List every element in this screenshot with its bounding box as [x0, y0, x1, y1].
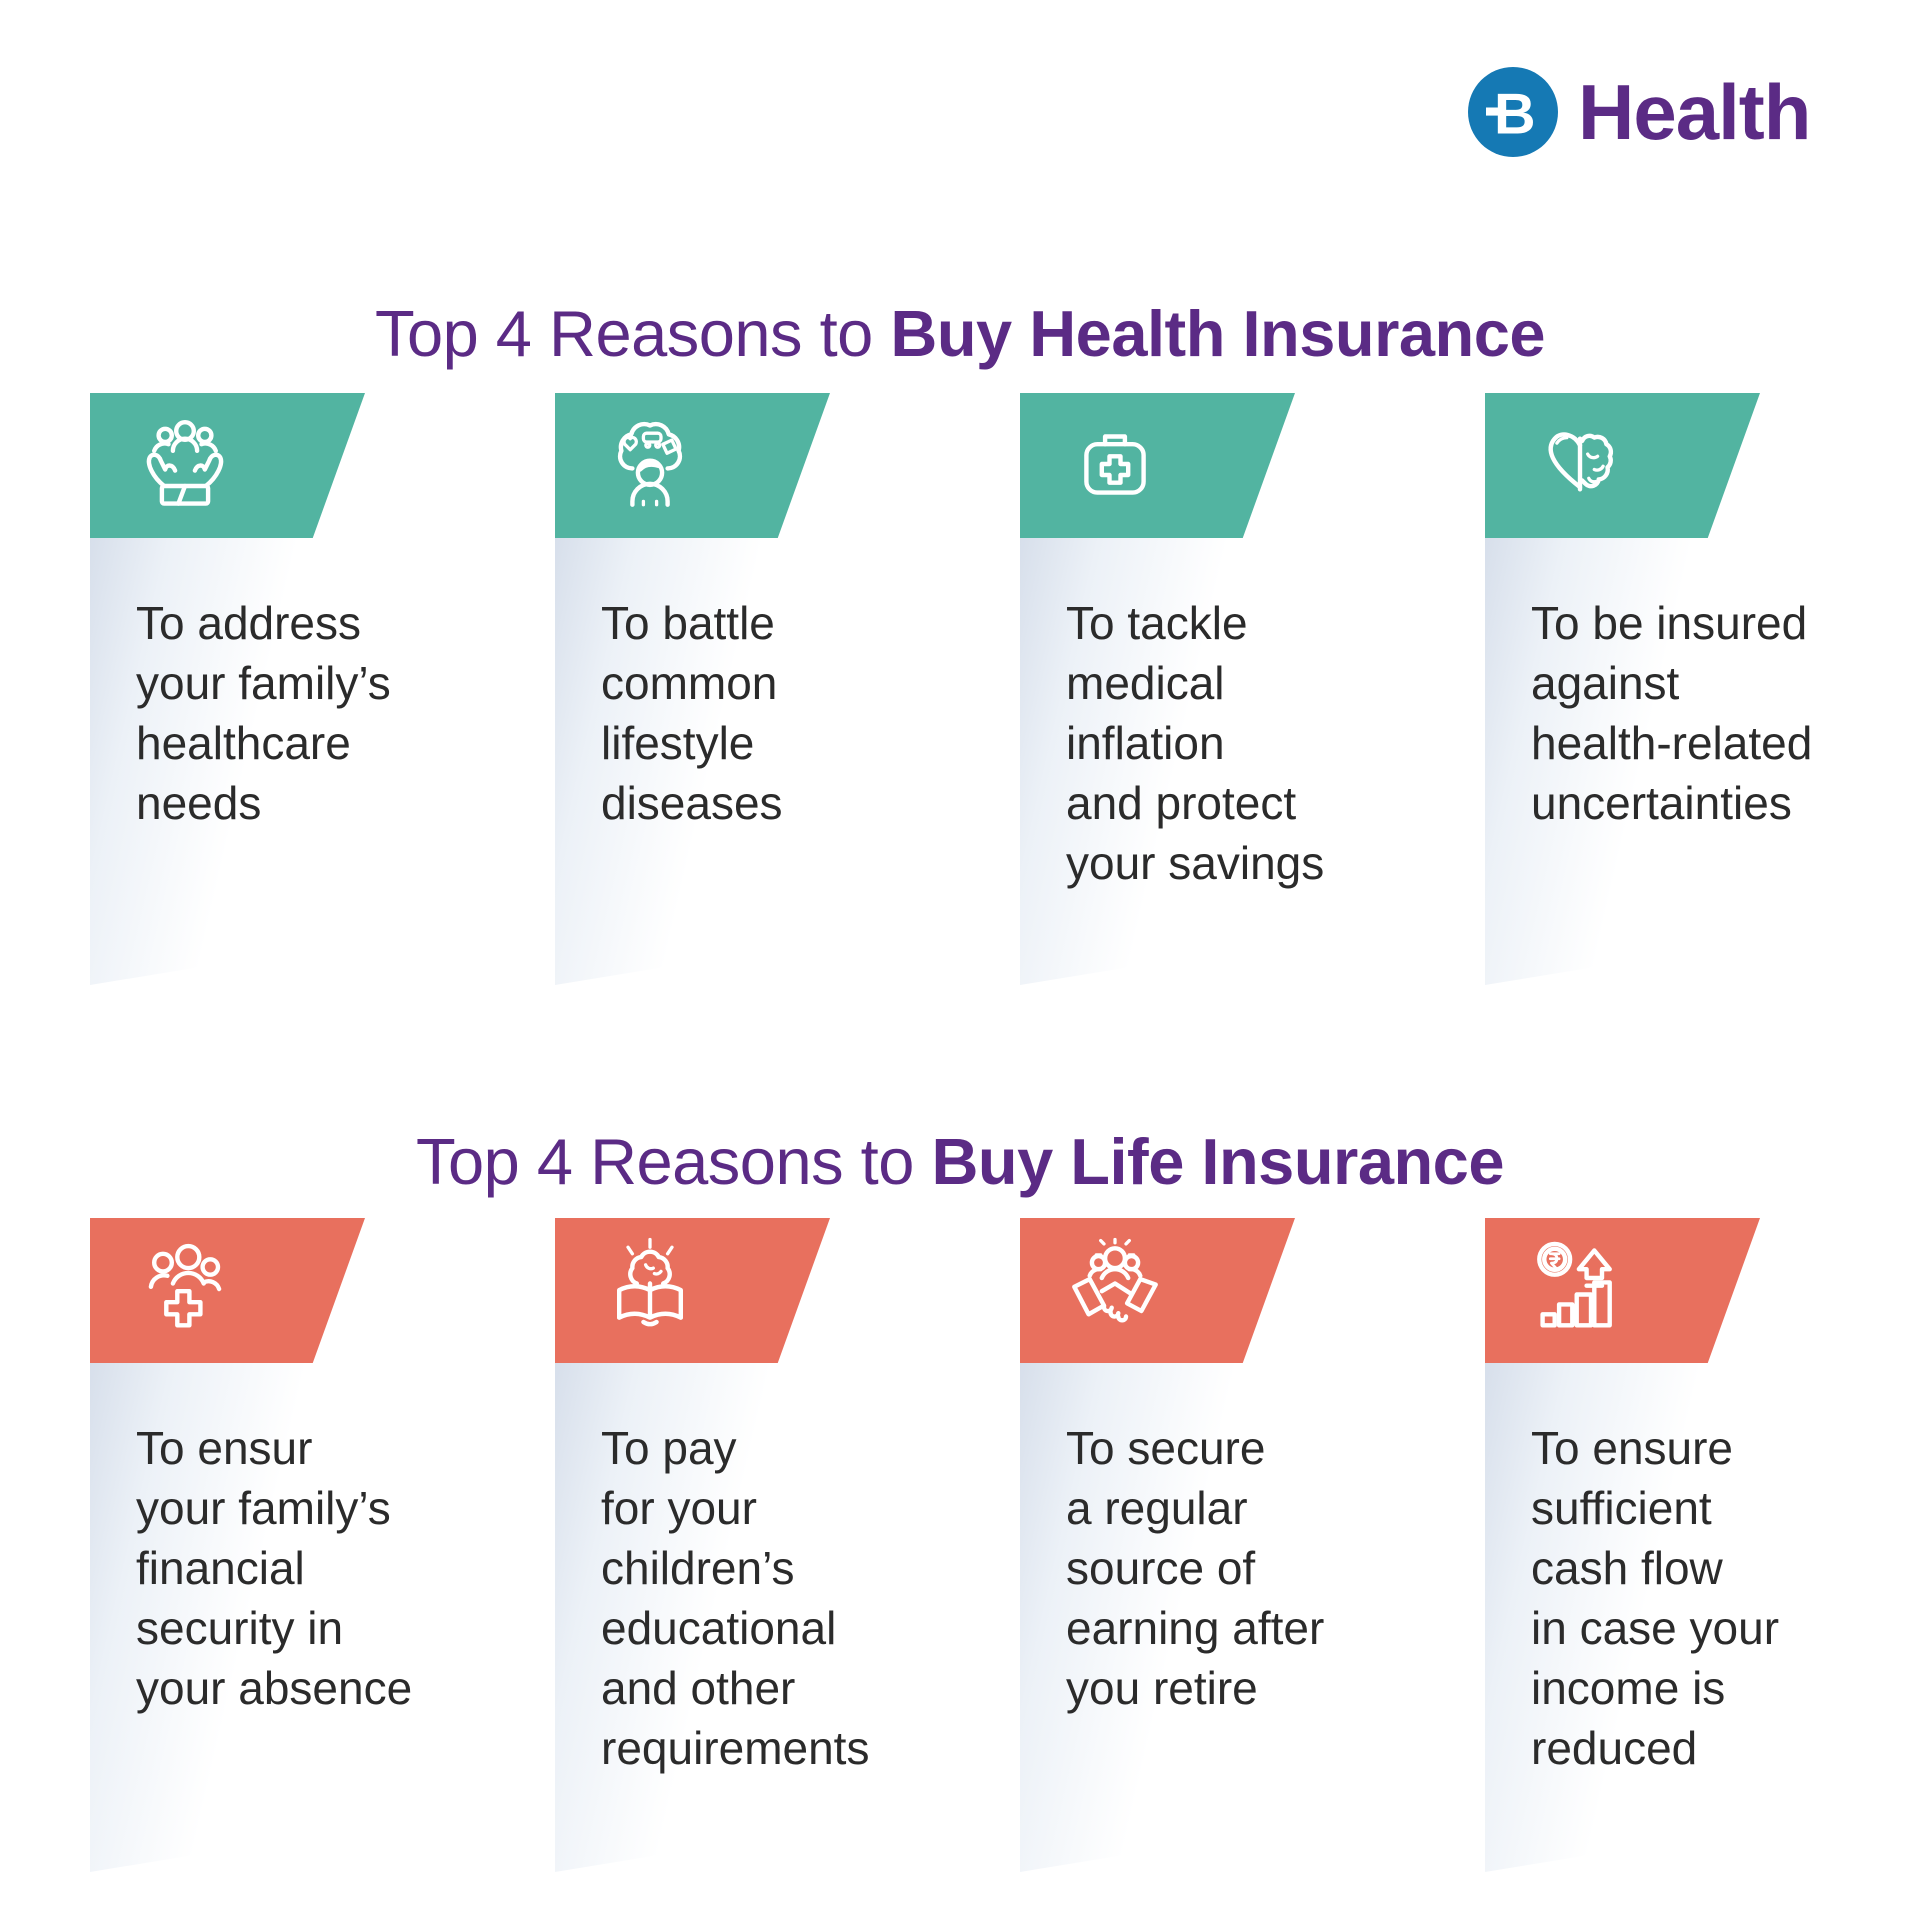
reason-text: To address your family’s healthcare need… — [136, 597, 391, 829]
column-icon-box — [130, 1234, 240, 1344]
column-header — [1020, 1218, 1295, 1363]
brand-logo: B Health — [1468, 66, 1811, 158]
reason-text: To ensur your family’s financial securit… — [136, 1422, 413, 1714]
reason-text: To tackle medical inflation and protect … — [1066, 597, 1325, 889]
column-panel — [1020, 1363, 1277, 1872]
first-aid-kit-icon — [1084, 434, 1146, 495]
title-bold-part: Buy Health Insurance — [890, 296, 1546, 370]
heart-brain-icon — [1548, 432, 1614, 492]
column-panel — [90, 538, 347, 985]
reason-column: To address your family’s healthcare need… — [90, 393, 391, 985]
column-icon-box — [130, 409, 240, 519]
column-icon-box — [1525, 1234, 1635, 1344]
column-icon-box — [1525, 409, 1635, 519]
column-icon-box — [595, 409, 705, 519]
brand-name: Health — [1578, 67, 1811, 156]
column-panel — [90, 1363, 347, 1872]
family-health-cross-icon — [148, 1243, 222, 1328]
lifestyle-diseases-icon — [617, 421, 683, 507]
reason-text: To pay for your children’s educational a… — [601, 1422, 870, 1774]
column-panel — [1020, 538, 1277, 985]
health-reasons-row: To address your family’s healthcare need… — [90, 393, 1812, 985]
column-header — [1485, 393, 1760, 538]
column-header — [555, 393, 830, 538]
column-panel — [1485, 538, 1742, 985]
reason-text: To be insured against health-related unc… — [1531, 597, 1813, 829]
column-header — [1020, 393, 1295, 538]
reason-column: To ensure sufficient cash flow in case y… — [1485, 1218, 1779, 1872]
title-bold-part: Buy Life Insurance — [931, 1124, 1504, 1198]
brand-letter: B — [1494, 83, 1536, 147]
life-section-title: Top 4 Reasons to Buy Life Insurance — [0, 1120, 1920, 1204]
column-header — [90, 393, 365, 538]
column-icon-box — [1060, 1234, 1170, 1344]
reason-column: To ensur your family’s financial securit… — [90, 1218, 412, 1872]
column-panel — [1485, 1363, 1742, 1872]
reason-column: To be insured against health-related unc… — [1485, 393, 1812, 985]
hands-holding-family-icon — [146, 420, 224, 506]
income-growth-icon — [1537, 1241, 1612, 1328]
column-header — [90, 1218, 365, 1363]
title-regular-part: Top 4 Reasons to — [416, 1124, 932, 1198]
column-header — [555, 1218, 830, 1363]
reason-column: To tackle medical inflation and protect … — [1020, 393, 1324, 985]
column-header — [1485, 1218, 1760, 1363]
brand-mark-icon: B — [1468, 67, 1558, 157]
retirement-handshake-icon — [1072, 1237, 1158, 1323]
education-book-brain-icon — [617, 1237, 683, 1327]
reason-column: To battle common lifestyle diseases — [555, 393, 830, 985]
reason-text: To secure a regular source of earning af… — [1066, 1422, 1325, 1714]
title-regular-part: Top 4 Reasons to — [374, 296, 891, 370]
column-icon-box — [1060, 409, 1170, 519]
health-section-title: Top 4 Reasons to Buy Health Insurance — [0, 292, 1920, 376]
life-reasons-row: To ensur your family’s financial securit… — [90, 1218, 1779, 1872]
column-panel — [555, 538, 812, 985]
reason-column: To secure a regular source of earning af… — [1020, 1218, 1324, 1872]
column-panel — [555, 1363, 812, 1872]
reason-text: To battle common lifestyle diseases — [601, 597, 783, 829]
reason-text: To ensure sufficient cash flow in case y… — [1531, 1422, 1780, 1774]
column-icon-box — [595, 1234, 705, 1344]
reason-column: To pay for your children’s educational a… — [555, 1218, 869, 1872]
